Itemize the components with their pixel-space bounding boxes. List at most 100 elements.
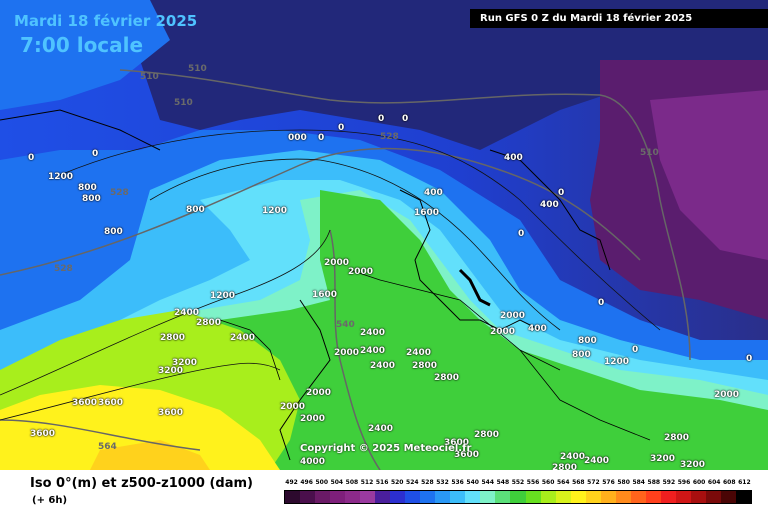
scale-swatch: [480, 491, 496, 503]
iso-label: 2800: [412, 361, 438, 371]
iso-label: 2400: [360, 328, 386, 338]
scale-label: 600: [692, 479, 706, 486]
scale-label: 612: [738, 479, 751, 486]
scale-swatch: [390, 491, 406, 503]
thickness-contour-564: [0, 419, 201, 451]
scale-label: 548: [496, 479, 510, 486]
scale-label: 508: [345, 479, 359, 486]
magenta-zone: [650, 90, 768, 260]
iso-label: 800: [78, 183, 97, 193]
scale-swatch: [555, 491, 571, 503]
thickness-label: 540: [336, 320, 355, 330]
scale-label: 492: [285, 479, 298, 486]
scale-label: 556: [526, 479, 540, 486]
iso-label: 2000: [306, 388, 332, 398]
scale-label: 528: [421, 479, 434, 486]
iso-label: 2000: [334, 348, 360, 358]
scale-label: 544: [481, 479, 495, 486]
border-lines-b: [349, 269, 561, 371]
iso-label: 800: [186, 205, 205, 215]
iso-label: 0: [746, 354, 753, 364]
scale-label: 604: [707, 479, 721, 486]
thickness-label: 528: [110, 188, 129, 198]
border-lines-c: [519, 349, 651, 441]
iso-label: 0: [28, 153, 35, 163]
thickness-label: 528: [54, 264, 73, 274]
thickness-contour-528: [0, 147, 641, 276]
iso-label: 3200: [680, 460, 706, 470]
coastline-scandinavia: [489, 149, 611, 271]
iso-contour-b: [0, 362, 281, 421]
scale-label: 516: [375, 479, 389, 486]
legend-footer: Iso 0°(m) et z500-z1000 (dam) (+ 6h) 492…: [0, 470, 768, 512]
iso-label: 3200: [650, 454, 676, 464]
scale-label: 540: [466, 479, 479, 486]
scale-swatch: [345, 491, 361, 503]
iso-label: 400: [528, 324, 547, 334]
iso-label: 0: [518, 229, 525, 239]
thickness-label: 564: [98, 442, 117, 452]
scale-swatch: [495, 491, 511, 503]
scale-swatch: [315, 491, 331, 503]
scale-swatch: [510, 491, 526, 503]
iso-label: 2400: [174, 308, 200, 318]
iso-label: 3600: [454, 450, 480, 460]
coastline-iberia: [279, 299, 331, 461]
scale-swatch: [405, 491, 421, 503]
scale-label: 580: [617, 479, 630, 486]
thickness-label: 528: [380, 132, 399, 142]
navy-zone: [120, 0, 768, 150]
iso-contour-a: [0, 229, 331, 396]
iso-label: 2800: [474, 430, 500, 440]
iso-label: 2800: [664, 433, 690, 443]
iso-label: 0: [378, 114, 385, 124]
scale-label: 512: [360, 479, 374, 486]
iso-label: 3200: [158, 366, 184, 376]
scale-swatch: [735, 491, 751, 503]
scale-swatch: [525, 491, 541, 503]
run-banner: Run GFS 0 Z du Mardi 18 février 2025: [470, 9, 768, 28]
iso-label: 3600: [98, 398, 124, 408]
scale-label: 592: [662, 479, 676, 486]
iso-label: 2400: [360, 346, 386, 356]
color-scale-labels: 492 496 500 504 508 512 516 520 524 528 532 536 540 5…: [284, 479, 752, 489]
iso-label: 2000: [714, 390, 740, 400]
thickness-contour-540: [329, 229, 381, 470]
iso-label: 2000: [324, 258, 350, 268]
coastline-thick-segment: [458, 268, 491, 307]
iso-label: 2400: [230, 333, 256, 343]
iso-label: 3600: [158, 408, 184, 418]
iso-label: 400: [424, 188, 443, 198]
weather-map: Mardi 18 février 2025 7:00 locale Run GF…: [0, 0, 768, 470]
scale-swatch: [570, 491, 586, 503]
iso-label: 800: [82, 194, 101, 204]
iso-label: 3600: [444, 438, 470, 448]
iso-label: 400: [540, 200, 559, 210]
iso-label: 2800: [196, 318, 222, 328]
iso-label: 2000: [500, 311, 526, 321]
scale-swatch: [375, 491, 391, 503]
iso-label: 0: [632, 345, 639, 355]
scale-label: 564: [556, 479, 570, 486]
iso-label: 2400: [368, 424, 394, 434]
iso-label: 400: [504, 153, 523, 163]
scale-swatch: [690, 491, 706, 503]
iso-label: 2400: [560, 452, 586, 462]
iso-label: 2000: [348, 267, 374, 277]
scale-swatch: [360, 491, 376, 503]
iso-label: 1600: [414, 208, 440, 218]
border-lines-a: [219, 319, 281, 381]
iso-label: 0: [598, 298, 605, 308]
scale-swatch: [675, 491, 691, 503]
iso-label: 0: [558, 188, 565, 198]
scale-label: 552: [511, 479, 525, 486]
scale-swatch: [630, 491, 646, 503]
iso-label: 3600: [72, 398, 98, 408]
scale-swatch: [420, 491, 436, 503]
iso-label: 800: [578, 336, 597, 346]
legend-title: Iso 0°(m) et z500-z1000 (dam): [30, 476, 253, 491]
iso-label: 2800: [552, 463, 578, 470]
iso-label: 0: [338, 123, 345, 133]
scale-swatch: [660, 491, 676, 503]
scale-swatch: [615, 491, 631, 503]
